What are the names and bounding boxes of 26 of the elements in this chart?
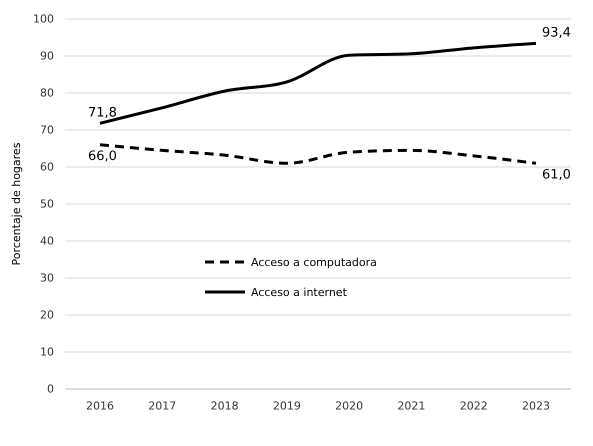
- x-tick-label: 2022: [460, 400, 488, 413]
- x-tick-label: 2017: [148, 400, 176, 413]
- annotation: 66,0: [88, 148, 117, 164]
- x-tick-label: 2021: [397, 400, 426, 413]
- legend-label: Acceso a internet: [251, 286, 348, 299]
- y-tick-label: 70: [40, 124, 54, 137]
- y-tick-label: 10: [40, 346, 54, 359]
- y-tick-label: 50: [40, 198, 54, 211]
- annotation: 61,0: [542, 167, 571, 182]
- y-tick-label: 0: [47, 382, 54, 396]
- y-tick-label: 40: [40, 234, 54, 248]
- legend-label: Acceso a computadora: [251, 256, 377, 269]
- y-tick-label: 90: [40, 50, 54, 63]
- y-tick-label: 20: [40, 308, 54, 322]
- annotation: 93,4: [542, 25, 571, 40]
- x-tick-label: 2020: [335, 400, 364, 413]
- annotation: 71,8: [88, 105, 117, 120]
- x-tick-label: 2018: [210, 400, 239, 413]
- x-tick-label: 2023: [522, 400, 550, 413]
- x-tick-label: 2019: [272, 400, 301, 413]
- x-tick-label: 2016: [86, 400, 114, 413]
- y-tick-label: 100: [33, 12, 54, 26]
- y-tick-label: 80: [40, 86, 54, 100]
- y-tick-label: 30: [40, 272, 54, 285]
- y-axis-title: Porcentaje de hogares: [10, 142, 23, 266]
- y-tick-label: 60: [40, 160, 54, 174]
